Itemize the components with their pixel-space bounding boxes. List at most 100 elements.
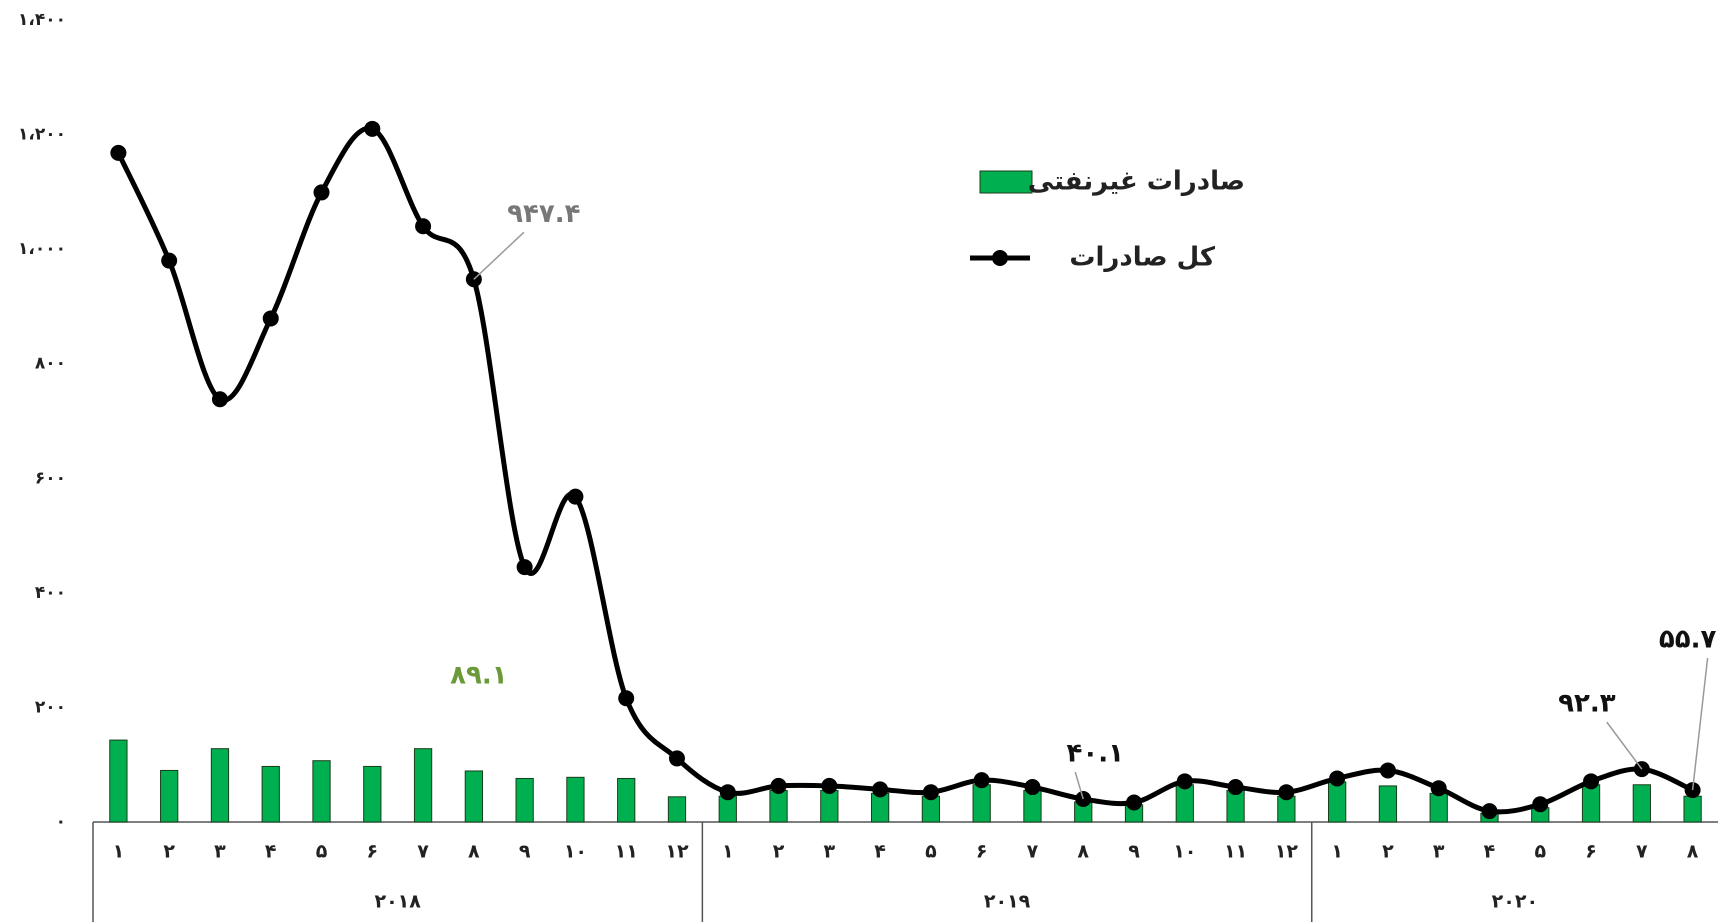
bar bbox=[210, 748, 230, 823]
bar bbox=[870, 792, 890, 823]
x-tick-label: ۷ bbox=[417, 841, 429, 863]
x-tick-label: ۶ bbox=[1585, 841, 1597, 863]
x-tick-label: ۱۲ bbox=[1275, 841, 1299, 863]
x-tick-label: ۲ bbox=[1382, 841, 1394, 863]
bar bbox=[413, 748, 433, 823]
x-tick-label: ۹ bbox=[1128, 841, 1140, 863]
bar bbox=[820, 789, 839, 823]
legend-swatch bbox=[979, 170, 1033, 194]
x-tick-label: ۲ bbox=[163, 841, 175, 863]
line-marker bbox=[1430, 780, 1447, 797]
line-marker bbox=[668, 750, 685, 767]
x-tick-label: ۴ bbox=[874, 841, 886, 863]
x-tick-label: ۱ bbox=[113, 841, 125, 863]
x-tick-label: ۶ bbox=[976, 841, 988, 863]
line-marker bbox=[770, 777, 787, 794]
y-tick-label: ۱،۴۰۰ bbox=[18, 10, 66, 30]
line-marker bbox=[1379, 762, 1396, 779]
legend-swatch bbox=[992, 250, 1008, 266]
group-label: ۲۰۱۹ bbox=[984, 891, 1031, 913]
line-marker bbox=[1532, 796, 1549, 813]
y-tick-label: ۴۰۰ bbox=[35, 583, 66, 603]
x-tick-label: ۱۱ bbox=[1224, 841, 1247, 863]
bar bbox=[363, 765, 382, 823]
x-tick-label: ۴ bbox=[265, 841, 277, 863]
x-tick-label: ۳ bbox=[824, 841, 836, 863]
data-label: ۹۴۷.۴ bbox=[507, 199, 580, 229]
bar bbox=[160, 769, 179, 823]
line-marker bbox=[719, 784, 736, 801]
line-marker bbox=[821, 777, 838, 794]
x-tick-label: ۳ bbox=[214, 841, 226, 863]
line-marker bbox=[1583, 773, 1600, 790]
x-tick-label: ۸ bbox=[468, 841, 480, 863]
y-tick-label: ۰ bbox=[56, 812, 66, 832]
line-marker bbox=[1024, 779, 1041, 796]
line-marker bbox=[618, 690, 635, 707]
line-marker bbox=[1126, 794, 1143, 811]
legend-label: صادرات غیرنفتی bbox=[1028, 167, 1245, 197]
line bbox=[116, 125, 1694, 815]
line-marker bbox=[1481, 803, 1498, 820]
line-marker bbox=[922, 784, 939, 801]
leader-line bbox=[1691, 658, 1709, 791]
x-tick-label: ۱ bbox=[722, 841, 734, 863]
x-tick-label: ۷ bbox=[1636, 841, 1648, 863]
bar bbox=[464, 770, 483, 823]
x-tick-label: ۱۰ bbox=[564, 841, 587, 863]
bar bbox=[1429, 792, 1448, 823]
line-marker bbox=[1278, 784, 1295, 801]
line-marker bbox=[364, 120, 381, 137]
bar bbox=[972, 784, 991, 823]
group-label: ۲۰۲۰ bbox=[1492, 891, 1538, 913]
line-marker bbox=[415, 218, 432, 235]
data-label: ۴۰.۱ bbox=[1066, 739, 1123, 769]
line-marker bbox=[313, 184, 330, 201]
bar bbox=[1023, 789, 1042, 823]
line-marker bbox=[161, 252, 178, 269]
line-marker bbox=[110, 144, 127, 161]
x-tick-label: ۸ bbox=[1687, 841, 1699, 863]
line-marker bbox=[516, 559, 533, 576]
data-label: ۵۵.۷ bbox=[1659, 625, 1717, 655]
x-tick-label: ۱ bbox=[1331, 841, 1343, 863]
line-marker bbox=[1176, 773, 1193, 790]
line-marker bbox=[1227, 779, 1244, 796]
bar bbox=[1581, 784, 1601, 823]
bar bbox=[1226, 789, 1245, 823]
y-tick-label: ۱،۲۰۰ bbox=[18, 125, 66, 145]
bar bbox=[667, 796, 687, 823]
bar bbox=[769, 789, 788, 823]
bar bbox=[109, 739, 128, 823]
leader-line bbox=[473, 231, 525, 280]
line-marker bbox=[872, 781, 889, 798]
leader-line bbox=[1606, 721, 1643, 770]
bar bbox=[566, 776, 585, 823]
x-tick-label: ۶ bbox=[366, 841, 378, 863]
bar bbox=[1632, 784, 1651, 823]
x-tick-label: ۸ bbox=[1077, 841, 1089, 863]
x-tick-label: ۱۰ bbox=[1173, 841, 1196, 863]
bar bbox=[1328, 781, 1347, 823]
leader-line bbox=[1074, 771, 1084, 800]
x-tick-label: ۴ bbox=[1484, 841, 1496, 863]
data-label: ۸۹.۱ bbox=[450, 660, 507, 690]
legend-label: کل صادرات bbox=[1069, 243, 1215, 273]
bar bbox=[617, 777, 636, 823]
bar bbox=[312, 760, 331, 823]
line-marker bbox=[1329, 770, 1346, 787]
y-tick-label: ۲۰۰ bbox=[35, 697, 66, 717]
line-marker bbox=[211, 391, 228, 408]
x-tick-label: ۵ bbox=[316, 841, 328, 863]
bar bbox=[1175, 784, 1194, 823]
x-tick-label: ۹ bbox=[519, 841, 531, 863]
line-marker bbox=[973, 772, 990, 789]
x-tick-label: ۲ bbox=[773, 841, 785, 863]
line-marker bbox=[262, 310, 279, 327]
data-label: ۹۲.۳ bbox=[1558, 689, 1616, 719]
y-tick-label: ۶۰۰ bbox=[35, 468, 66, 488]
x-tick-label: ۵ bbox=[1534, 841, 1546, 863]
group-label: ۲۰۱۸ bbox=[374, 891, 421, 913]
bar bbox=[515, 777, 534, 823]
